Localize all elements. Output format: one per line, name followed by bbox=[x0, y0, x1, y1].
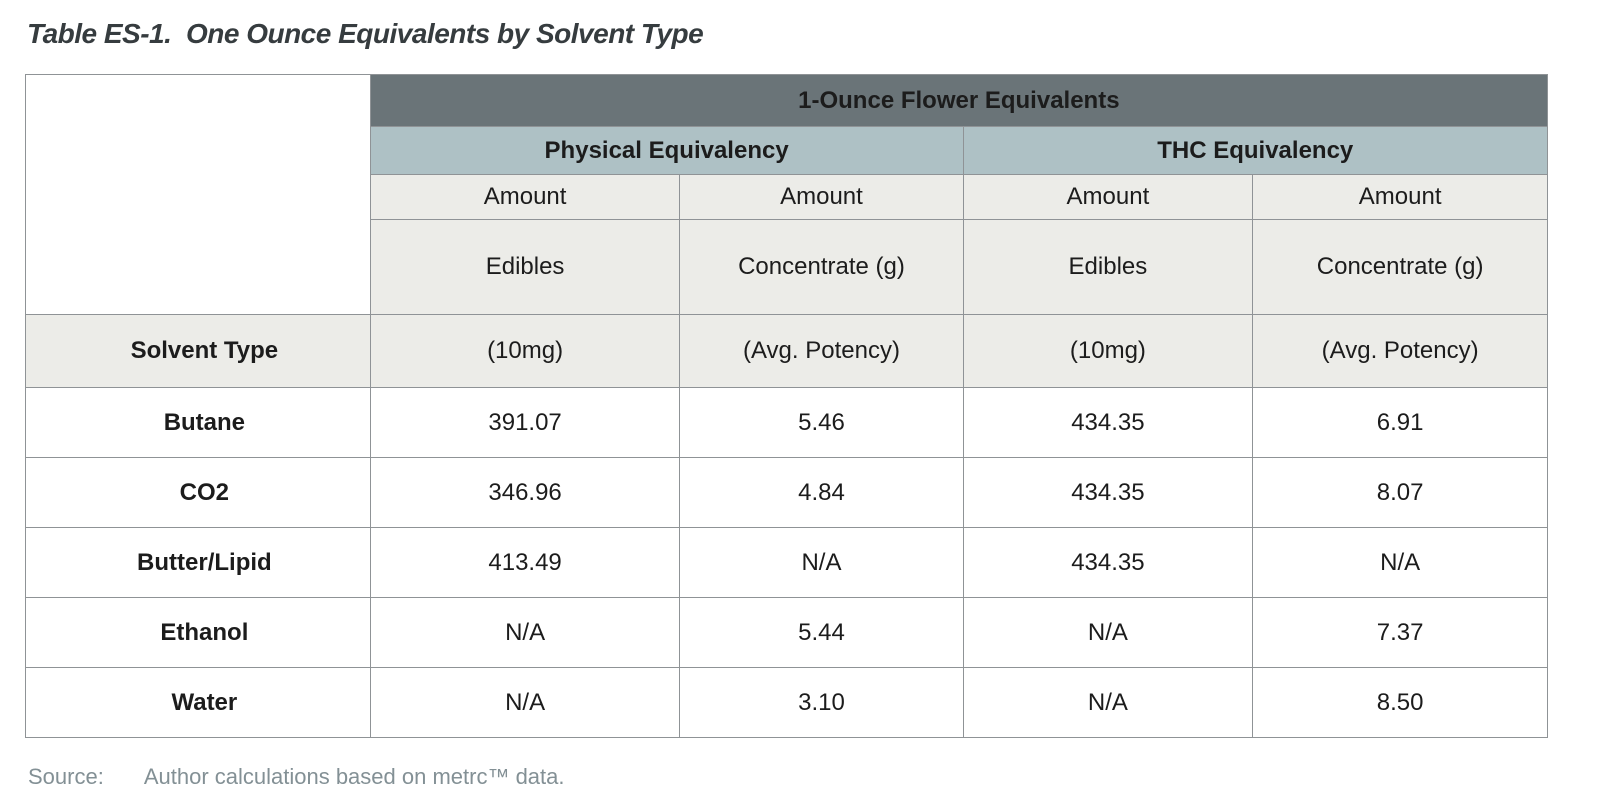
value-cell: N/A bbox=[679, 527, 964, 598]
row-label-cell: Butane bbox=[25, 387, 371, 458]
group-header-thc: THC Equivalency bbox=[962, 126, 1549, 175]
solvent-type-header-cell: Solvent Type bbox=[25, 314, 371, 388]
unit-header-cell: (Avg. Potency) bbox=[679, 314, 964, 388]
table-title: Table ES-1. One Ounce Equivalents by Sol… bbox=[27, 18, 704, 49]
value-cell: 5.46 bbox=[679, 387, 964, 458]
value-cell: N/A bbox=[369, 597, 681, 668]
value-cell: 8.07 bbox=[1252, 457, 1548, 528]
amount-header-cell: Amount bbox=[679, 174, 964, 220]
table-row-water: Water N/A 3.10 N/A 8.50 bbox=[25, 667, 1548, 738]
one-ounce-equivalents-table: 1-Ounce Flower Equivalents Physical Equi… bbox=[25, 74, 1549, 738]
row-label-cell: Water bbox=[25, 667, 371, 738]
value-cell: 434.35 bbox=[962, 457, 1254, 528]
unit-header-cell: (10mg) bbox=[369, 314, 681, 388]
value-cell: N/A bbox=[1252, 527, 1548, 598]
sub-header-concentrate: Concentrate (g) bbox=[1252, 219, 1548, 315]
value-cell: N/A bbox=[962, 667, 1254, 738]
top-header-cell: 1-Ounce Flower Equivalents bbox=[369, 74, 1549, 127]
group-header-physical: Physical Equivalency bbox=[369, 126, 964, 175]
row-label-cell: Butter/Lipid bbox=[25, 527, 371, 598]
table-row-butane: Butane 391.07 5.46 434.35 6.91 bbox=[25, 387, 1548, 458]
sub-header-edibles: Edibles bbox=[962, 219, 1254, 315]
table-row-ethanol: Ethanol N/A 5.44 N/A 7.37 bbox=[25, 597, 1548, 668]
unit-header-cell: (Avg. Potency) bbox=[1252, 314, 1548, 388]
row-label-cell: Ethanol bbox=[25, 597, 371, 668]
table-row-co2: CO2 346.96 4.84 434.35 8.07 bbox=[25, 457, 1548, 528]
value-cell: N/A bbox=[369, 667, 681, 738]
value-cell: 8.50 bbox=[1252, 667, 1548, 738]
value-cell: 413.49 bbox=[369, 527, 681, 598]
source-note: Source: Author calculations based on metr… bbox=[28, 764, 1600, 790]
value-cell: 4.84 bbox=[679, 457, 964, 528]
table-row-butter-lipid: Butter/Lipid 413.49 N/A 434.35 N/A bbox=[25, 527, 1548, 598]
sub-header-edibles: Edibles bbox=[369, 219, 681, 315]
source-text: Author calculations based on metrc™ data… bbox=[143, 764, 565, 789]
value-cell: 6.91 bbox=[1252, 387, 1548, 458]
value-cell: 7.37 bbox=[1252, 597, 1548, 668]
amount-header-cell: Amount bbox=[962, 174, 1254, 220]
corner-blank-cell bbox=[25, 74, 371, 315]
sub-header-concentrate: Concentrate (g) bbox=[679, 219, 964, 315]
unit-header-cell: (10mg) bbox=[962, 314, 1254, 388]
value-cell: 434.35 bbox=[962, 527, 1254, 598]
value-cell: 346.96 bbox=[369, 457, 681, 528]
amount-header-cell: Amount bbox=[369, 174, 681, 220]
document-page: Table ES-1. One Ounce Equivalents by Sol… bbox=[25, 18, 1600, 790]
value-cell: 3.10 bbox=[679, 667, 964, 738]
value-cell: 5.44 bbox=[679, 597, 964, 668]
value-cell: 434.35 bbox=[962, 387, 1254, 458]
row-label-cell: CO2 bbox=[25, 457, 371, 528]
value-cell: N/A bbox=[962, 597, 1254, 668]
amount-header-cell: Amount bbox=[1252, 174, 1548, 220]
source-label: Source: bbox=[28, 764, 104, 789]
value-cell: 391.07 bbox=[369, 387, 681, 458]
